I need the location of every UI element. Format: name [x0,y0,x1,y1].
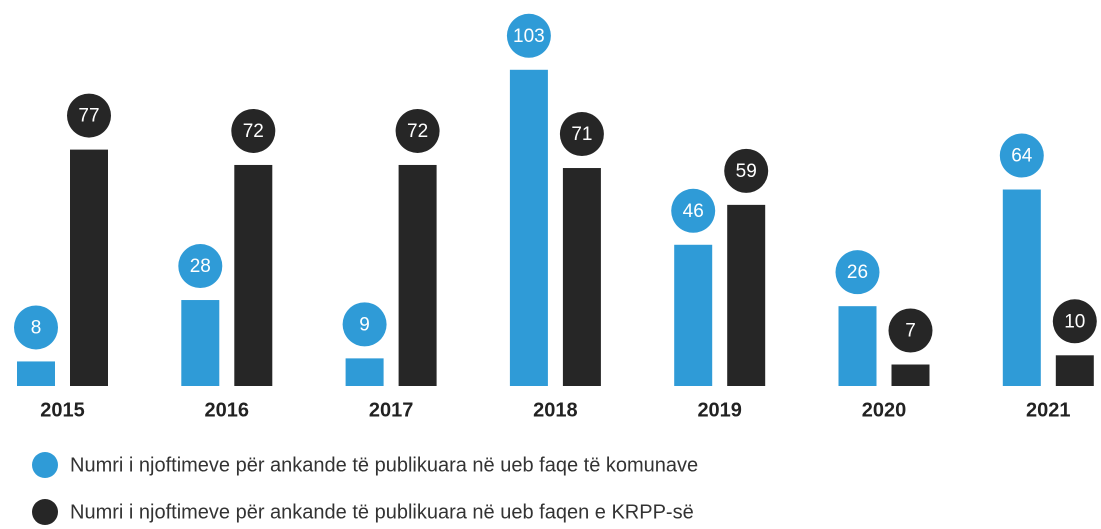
legend-label: Numri i njoftimeve për ankande të publik… [70,501,694,523]
value-label: 46 [683,201,704,222]
x-tick-label: 2016 [205,399,250,421]
value-badge [342,302,387,347]
value-label: 103 [513,26,545,47]
x-tick-label: 2021 [1026,399,1071,421]
value-label: 71 [571,124,592,145]
value-badge [178,244,223,289]
x-tick-label: 2020 [862,399,907,421]
value-label: 26 [847,262,868,283]
value-label: 9 [359,314,370,335]
value-badge [724,148,769,193]
bar [234,164,273,386]
value-badge [14,305,58,350]
bar [562,168,601,386]
x-tick-label: 2015 [40,399,85,421]
x-tick-label: 2019 [697,399,742,421]
bar [727,204,766,386]
value-badge [559,112,604,157]
value-badge [395,108,440,153]
value-label: 72 [407,121,428,142]
bar [1055,355,1094,386]
bar [345,358,384,386]
value-badge [999,133,1044,178]
bar [398,164,437,386]
value-badge [888,308,933,353]
bar [509,69,548,386]
bar [70,149,108,386]
bar [674,244,713,386]
legend-swatch [32,499,58,525]
value-label: 7 [905,321,916,342]
value-badge [231,108,276,153]
value-label: 8 [31,317,42,338]
value-badge [671,188,716,233]
value-badge [835,250,880,295]
bar [1002,189,1041,386]
value-label: 64 [1011,146,1033,167]
value-label: 10 [1064,311,1085,332]
bar [838,306,877,386]
value-badge [506,13,551,58]
value-label: 28 [190,256,211,277]
value-label: 77 [78,106,99,127]
bar [181,300,220,386]
value-label: 59 [736,161,757,182]
x-tick-label: 2018 [533,399,578,421]
value-label: 72 [243,121,264,142]
bar [17,361,55,386]
bar [891,364,930,386]
value-badge [67,93,111,138]
legend-label: Numri i njoftimeve për ankande të publik… [70,454,698,476]
value-badge [1052,299,1097,344]
legend-swatch [32,452,58,478]
x-tick-label: 2017 [369,399,414,421]
